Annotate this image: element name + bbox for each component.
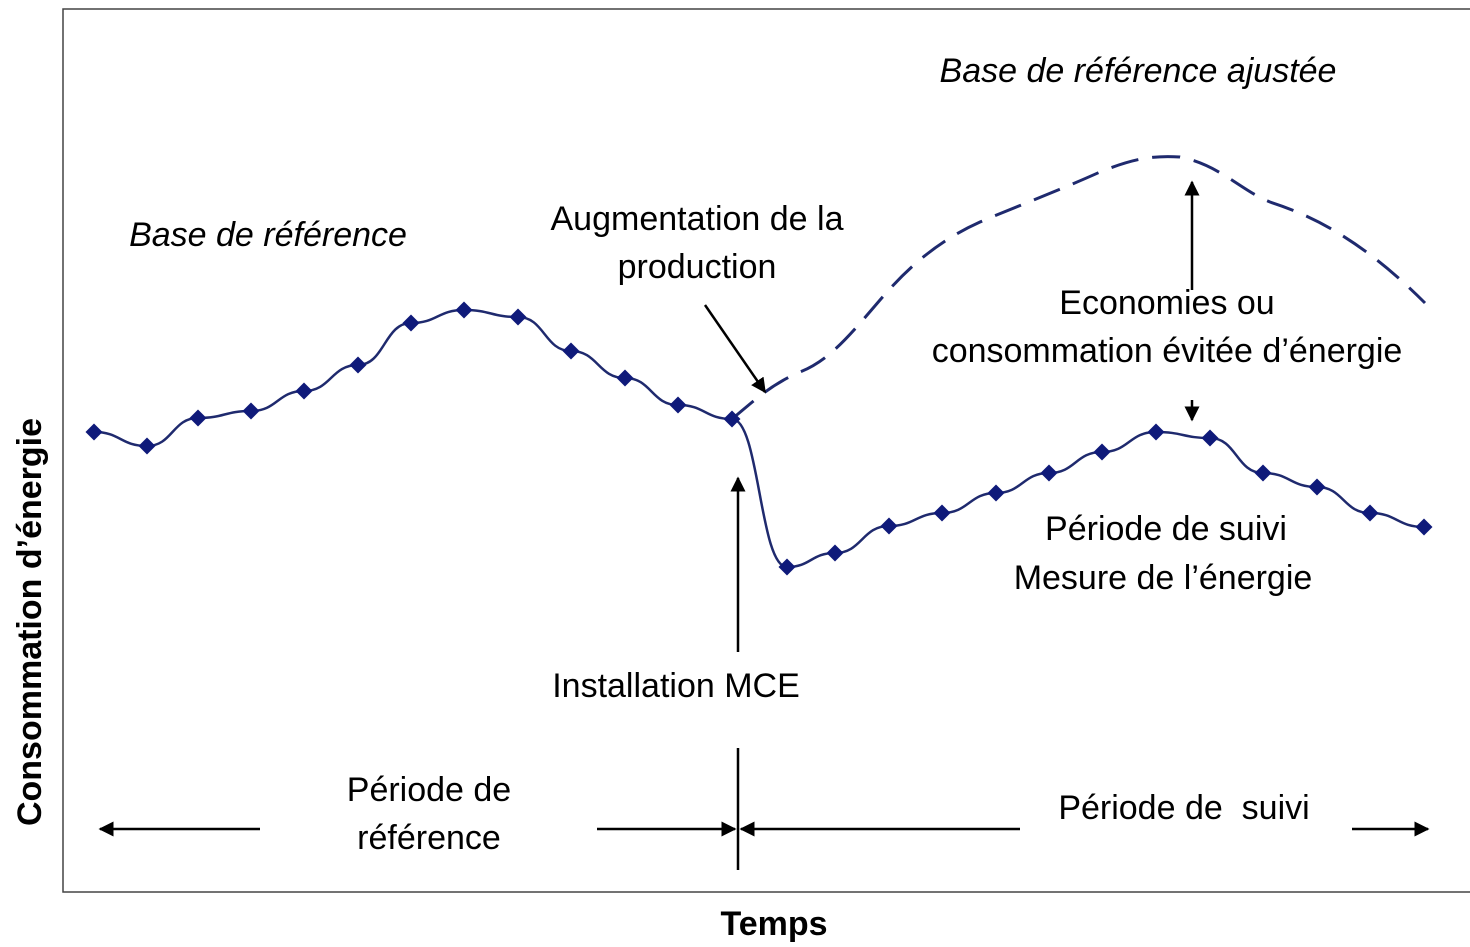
marker — [1147, 423, 1165, 441]
label: Base de référence ajustée — [940, 52, 1337, 90]
marker — [669, 396, 687, 414]
label: Economies ou — [1059, 284, 1274, 322]
label: Période de suivi — [1058, 789, 1309, 827]
marker — [402, 314, 420, 332]
adjusted-baseline-line — [731, 155, 1427, 421]
marker — [826, 544, 844, 562]
y-axis-label: Consommation d’énergie — [11, 418, 49, 826]
label: Période de suivi — [1045, 510, 1287, 548]
marker — [295, 382, 313, 400]
label: Base de référence — [129, 216, 407, 254]
label: consommation évitée d’énergie — [932, 332, 1403, 370]
marker — [1093, 443, 1111, 461]
marker — [242, 402, 260, 420]
marker — [1201, 429, 1219, 447]
marker — [1040, 464, 1058, 482]
x-axis-label: Temps — [720, 905, 827, 943]
marker — [723, 410, 741, 428]
marker — [189, 409, 207, 427]
marker — [562, 342, 580, 360]
label: Mesure de l’énergie — [1014, 559, 1313, 597]
frame — [62, 8, 1470, 893]
marker — [616, 369, 634, 387]
marker — [1361, 504, 1379, 522]
marker — [138, 437, 156, 455]
arrows — [98, 180, 1430, 870]
label: Installation MCE — [552, 667, 800, 705]
label: Période de — [347, 771, 511, 809]
label: production — [618, 248, 777, 286]
marker — [778, 558, 796, 576]
marker — [455, 301, 473, 319]
marker — [933, 504, 951, 522]
marker — [1415, 518, 1433, 536]
marker — [1308, 478, 1326, 496]
marker — [85, 423, 103, 441]
marker — [1254, 464, 1272, 482]
label: Augmentation de la — [551, 200, 844, 238]
marker — [509, 308, 527, 326]
arrow — [703, 304, 767, 394]
marker — [880, 517, 898, 535]
label: référence — [357, 819, 501, 857]
marker — [349, 356, 367, 374]
marker — [987, 484, 1005, 502]
